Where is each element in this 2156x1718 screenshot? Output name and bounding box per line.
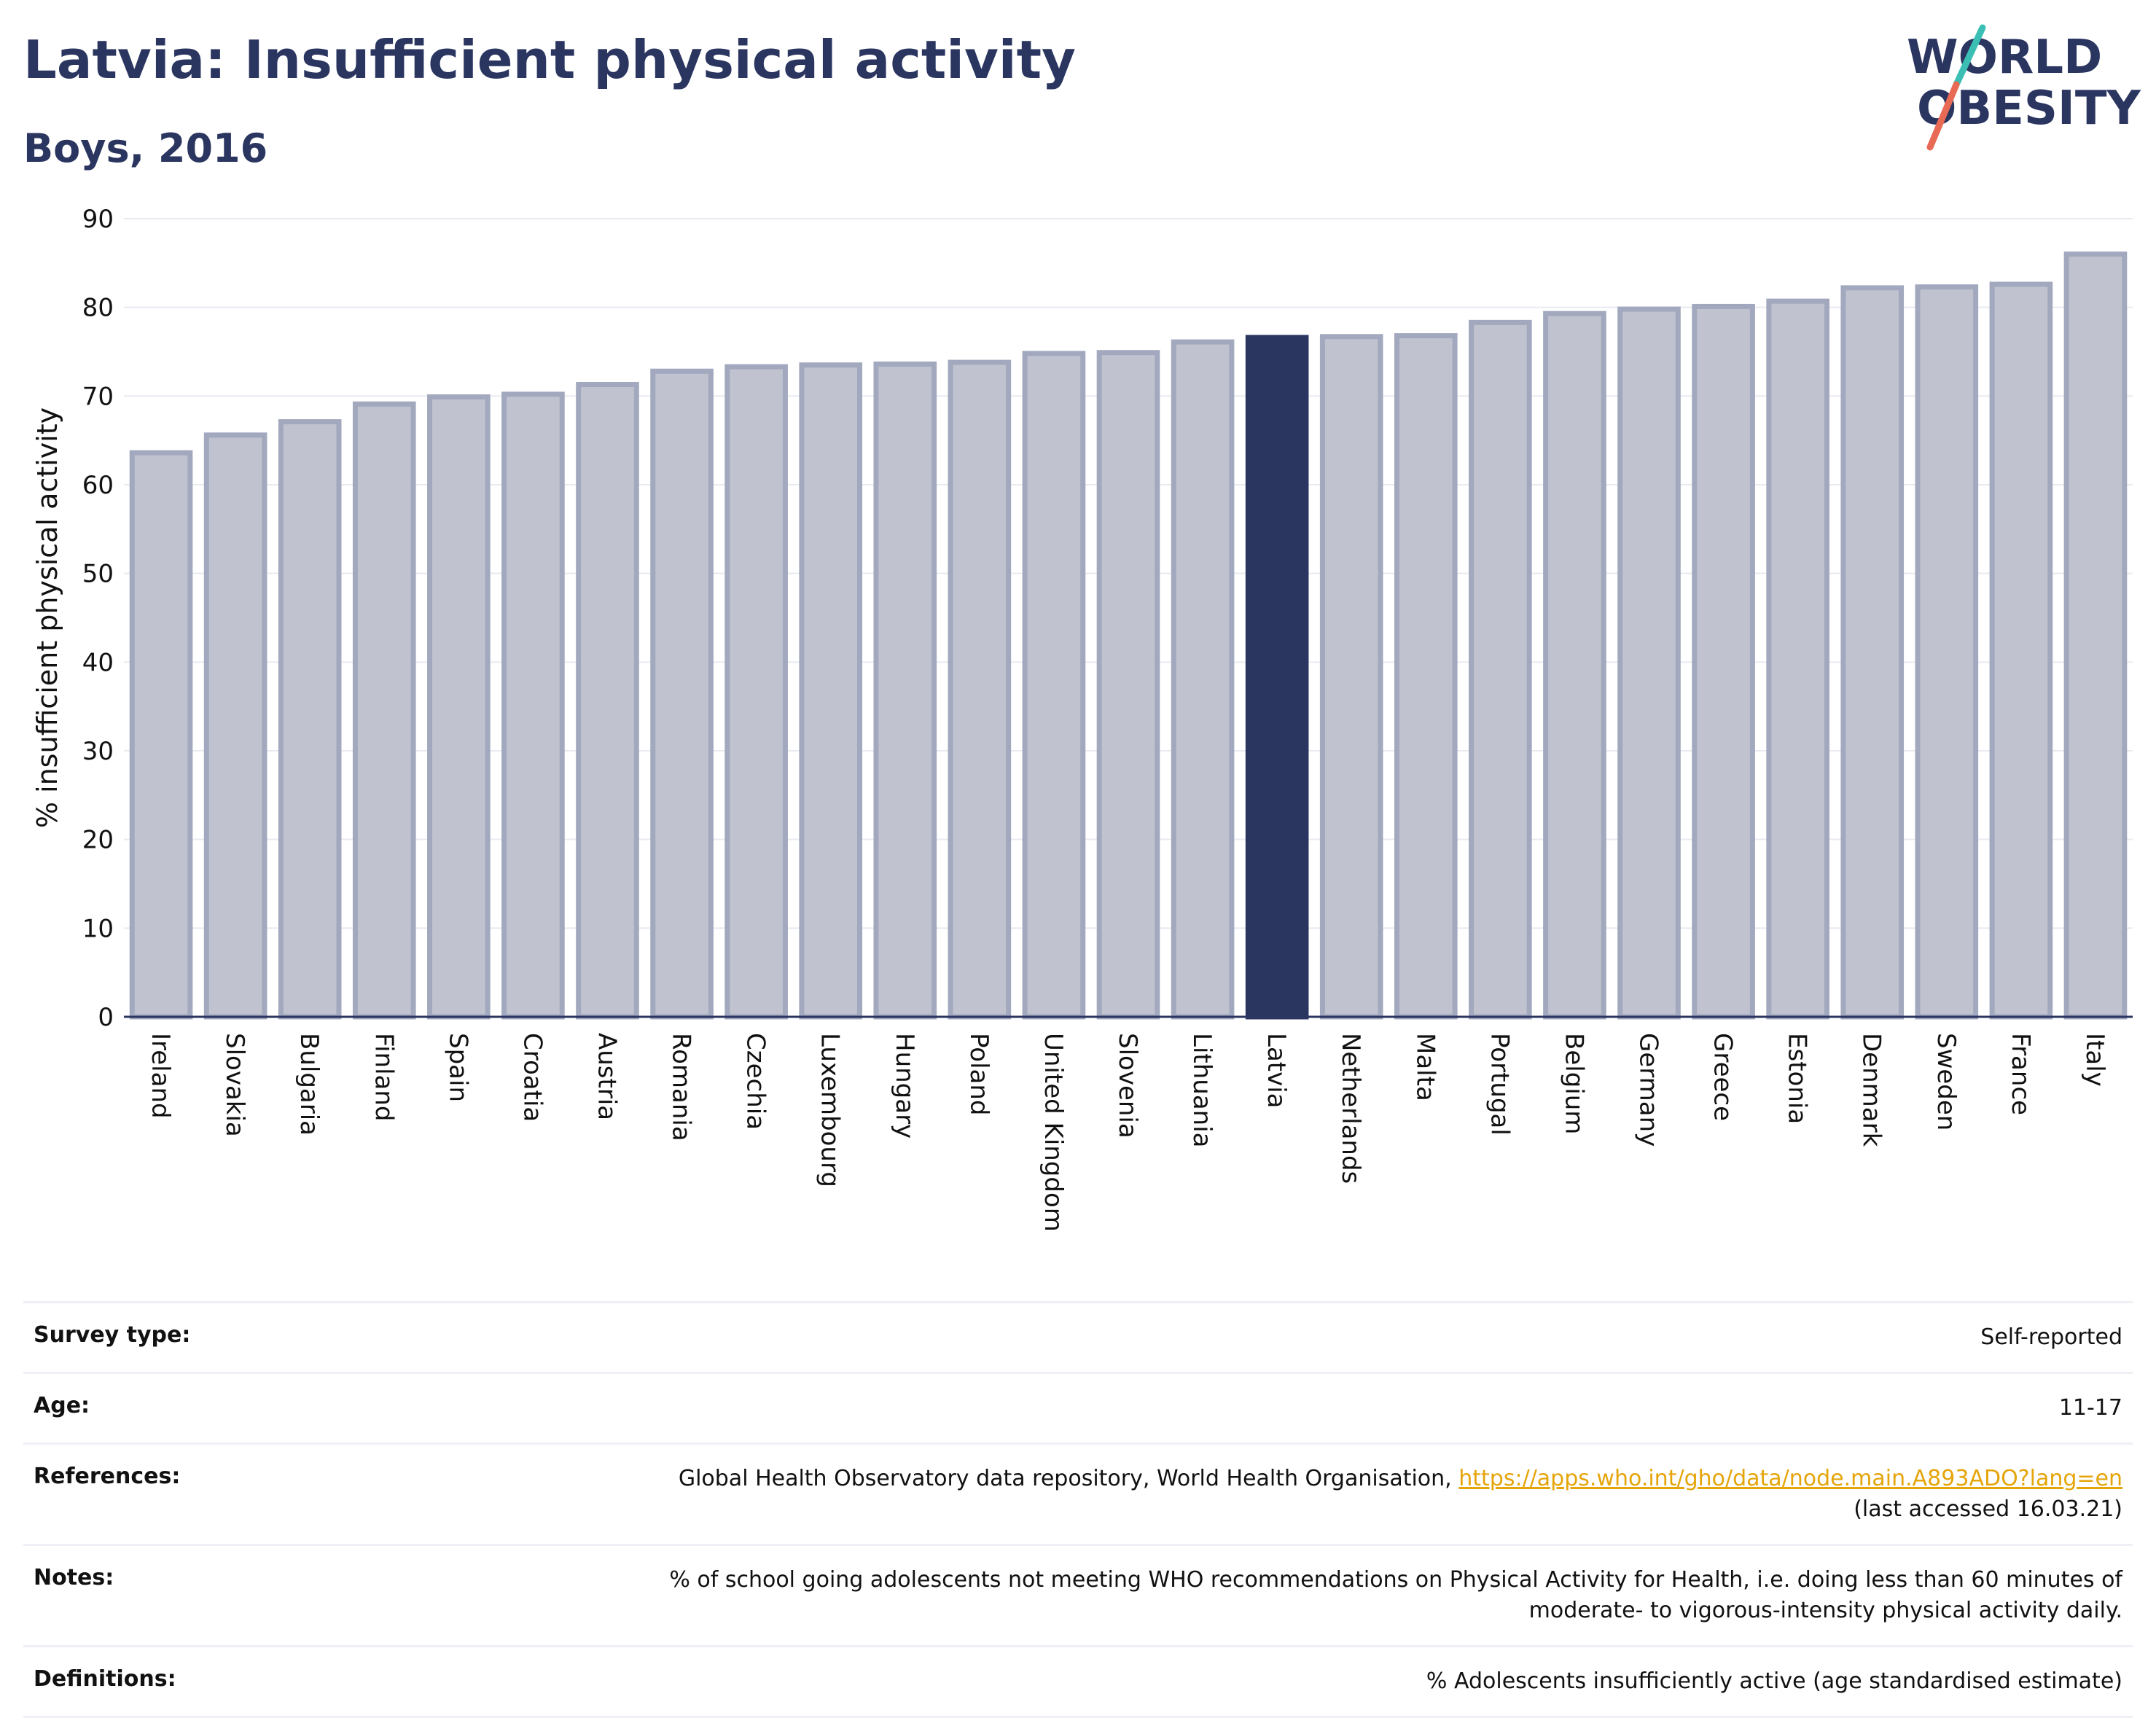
x-tick-label: Croatia (517, 1033, 547, 1122)
x-tick-label: Ireland (146, 1033, 175, 1119)
bar-greece (1692, 303, 1755, 1020)
y-axis-label: % insufficient physical activity (31, 407, 63, 828)
survey-type-value: Self-reported (1980, 1324, 2122, 1350)
x-tick-label: Malta (1410, 1033, 1440, 1101)
bar-finland (352, 401, 416, 1020)
bar-portugal (1469, 319, 1532, 1020)
x-tick-label: Latvia (1262, 1033, 1291, 1109)
y-tick-label: 40 (82, 648, 114, 677)
x-tick-label: Bulgaria (294, 1033, 324, 1136)
age-value: 11-17 (2058, 1395, 2122, 1421)
definitions-value: % Adolescents insufficiently active (age… (1426, 1668, 2122, 1694)
x-tick-label: Poland (964, 1033, 993, 1116)
bar-hungary (873, 362, 937, 1020)
info-table: Survey type: Self-reported Age: 11-17 Re… (23, 1301, 2133, 1718)
notes-label: Notes: (34, 1565, 114, 1590)
x-tick-label: Lithuania (1187, 1033, 1216, 1147)
bar-italy (2063, 251, 2128, 1020)
notes-value: % of school going adolescents not meetin… (669, 1565, 2122, 1626)
info-row-references: References: Global Health Observatory da… (23, 1442, 2133, 1544)
y-tick-label: 70 (82, 382, 114, 411)
x-tick-label: Spain (443, 1033, 472, 1102)
bar-united-kingdom (1022, 351, 1086, 1020)
info-row-age: Age: 11-17 (23, 1372, 2133, 1442)
page-title: Latvia: Insufficient physical activity (23, 29, 1076, 90)
references-link[interactable]: https://apps.who.int/gho/data/node.main.… (1458, 1466, 2122, 1491)
references-text: Global Health Observatory data repositor… (678, 1466, 1452, 1491)
bar-romania (650, 368, 714, 1020)
definitions-label: Definitions: (34, 1666, 176, 1692)
x-tick-label: Denmark (1857, 1033, 1886, 1147)
y-tick-label: 80 (82, 294, 114, 323)
y-axis-ticks: 0 10 20 30 40 50 60 70 80 90 (82, 205, 114, 1032)
age-label: Age: (34, 1393, 90, 1418)
bar-spain (427, 394, 491, 1020)
x-tick-label: France (2006, 1033, 2035, 1115)
info-row-definitions: Definitions: % Adolescents insufficientl… (23, 1645, 2133, 1718)
x-tick-label: Czechia (741, 1033, 770, 1130)
x-tick-label: Finland (369, 1033, 398, 1122)
x-tick-label: Slovakia (220, 1033, 249, 1137)
survey-type-label: Survey type: (34, 1322, 191, 1348)
bar-malta (1394, 333, 1458, 1020)
x-tick-label: Italy (2080, 1033, 2109, 1087)
bar-luxembourg (799, 362, 863, 1020)
info-row-survey-type: Survey type: Self-reported (23, 1301, 2133, 1372)
bar-slovakia (203, 432, 267, 1020)
y-tick-label: 60 (82, 471, 114, 500)
bar-germany (1617, 306, 1681, 1020)
x-tick-label: Slovenia (1113, 1033, 1142, 1139)
x-axis-ticks: Ireland Slovakia Bulgaria Finland Spain Croat… (146, 1033, 2109, 1232)
x-tick-label: Hungary (890, 1033, 919, 1139)
world-obesity-logo: WORLD OBESITY (1907, 24, 2141, 151)
page-subtitle: Boys, 2016 (23, 125, 268, 171)
x-tick-label: Greece (1708, 1033, 1738, 1121)
bar-france (1989, 281, 2053, 1020)
notes-line2: moderate- to vigorous-intensity physical… (1528, 1598, 2122, 1623)
references-accessed: (last accessed 16.03.21) (1854, 1496, 2122, 1522)
bar-lithuania (1171, 339, 1235, 1020)
x-tick-label: Belgium (1559, 1033, 1588, 1134)
y-tick-label: 90 (82, 205, 114, 234)
bar-austria (576, 382, 639, 1020)
info-row-notes: Notes: % of school going adolescents not… (23, 1544, 2133, 1645)
bar-estonia (1766, 298, 1829, 1020)
bar-croatia (501, 391, 565, 1020)
y-tick-label: 20 (82, 826, 114, 855)
references-label: References: (34, 1464, 181, 1489)
x-tick-label: Romania (667, 1033, 696, 1141)
bar-denmark (1840, 285, 1905, 1020)
y-tick-label: 30 (82, 737, 114, 766)
bar-czechia (724, 364, 788, 1020)
bar-netherlands (1319, 334, 1383, 1020)
x-tick-label: Estonia (1783, 1033, 1812, 1124)
bar-sweden (1915, 284, 1979, 1020)
x-tick-label: Luxembourg (816, 1033, 845, 1187)
bar-belgium (1543, 311, 1606, 1020)
x-tick-label: Germany (1634, 1033, 1663, 1147)
logo-line1: WORLD (1907, 31, 2102, 85)
y-tick-label: 50 (82, 560, 114, 589)
references-value: Global Health Observatory data repositor… (679, 1464, 2122, 1525)
bar-chart: 0 10 20 30 40 50 60 70 80 90 Ireland Slovakia Bulga… (31, 205, 2133, 1232)
bars (129, 251, 2128, 1020)
logo-line2: OBESITY (1917, 82, 2141, 136)
logo-accent-coral (1926, 81, 1960, 151)
logo-accent-teal (1953, 24, 1986, 88)
notes-line1: % of school going adolescents not meetin… (669, 1567, 2122, 1593)
bar-ireland (129, 450, 193, 1020)
x-tick-label: Netherlands (1336, 1033, 1365, 1184)
y-tick-label: 0 (98, 1003, 114, 1032)
x-tick-label: Sweden (1932, 1033, 1961, 1131)
y-tick-label: 10 (82, 914, 114, 943)
bar-bulgaria (278, 419, 342, 1020)
x-tick-label: United Kingdom (1039, 1033, 1068, 1232)
bar-poland (948, 359, 1012, 1020)
bar-slovenia (1096, 350, 1160, 1020)
bar-latvia (1245, 335, 1309, 1020)
x-tick-label: Portugal (1485, 1033, 1514, 1136)
x-tick-label: Austria (592, 1033, 621, 1120)
